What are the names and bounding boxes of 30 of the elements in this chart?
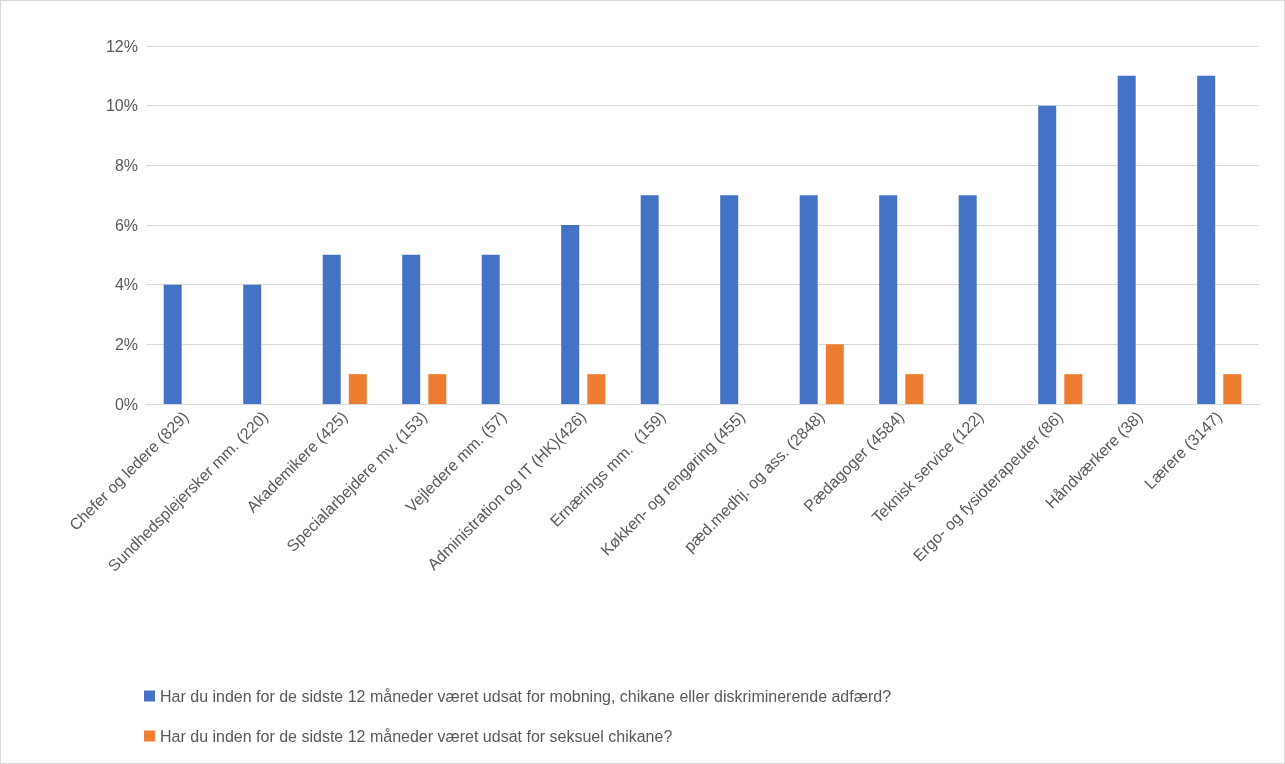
y-tick-label: 2% bbox=[114, 335, 138, 353]
bar bbox=[428, 374, 447, 404]
y-tick-label: 0% bbox=[114, 395, 138, 413]
bar bbox=[1038, 105, 1057, 404]
bar bbox=[481, 254, 500, 404]
y-tick-label: 8% bbox=[114, 156, 138, 174]
bar bbox=[905, 374, 924, 404]
bar bbox=[243, 284, 262, 404]
bar bbox=[322, 254, 341, 404]
bar bbox=[879, 195, 898, 404]
bar bbox=[163, 284, 182, 404]
bar bbox=[1117, 75, 1136, 404]
legend-label: Har du inden for de sidste 12 måneder været udsat for seksuel chikane? bbox=[160, 727, 673, 745]
bar bbox=[958, 195, 977, 404]
bar bbox=[402, 254, 421, 404]
bar bbox=[799, 195, 818, 404]
y-tick-label: 6% bbox=[114, 216, 138, 234]
y-tick-label: 10% bbox=[105, 97, 138, 115]
y-tick-label: 12% bbox=[105, 37, 138, 55]
bar bbox=[720, 195, 739, 404]
bar bbox=[1197, 75, 1216, 404]
y-tick-label: 4% bbox=[114, 276, 138, 294]
bar bbox=[640, 195, 659, 404]
bar bbox=[825, 344, 844, 404]
bar bbox=[561, 225, 580, 404]
legend-label: Har du inden for de sidste 12 måneder været udsat for mobning, chikane eller diskriminerende adfærd? bbox=[160, 687, 892, 705]
bar bbox=[587, 374, 606, 404]
bar bbox=[1223, 374, 1242, 404]
bar bbox=[348, 374, 367, 404]
bar bbox=[1064, 374, 1083, 404]
